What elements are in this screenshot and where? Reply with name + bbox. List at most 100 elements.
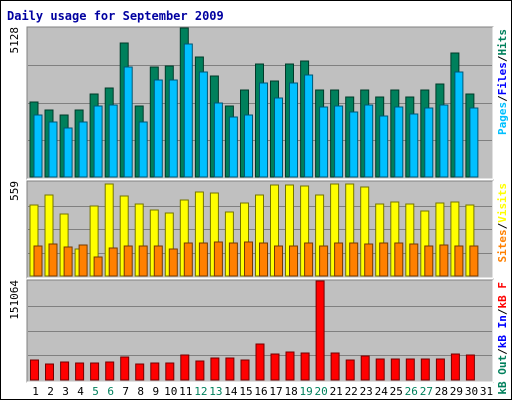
bar: [93, 105, 103, 178]
bar: [108, 247, 118, 277]
x-tick-label: 24: [375, 385, 389, 398]
right-legend: Sites/Visits: [496, 183, 509, 263]
bar: [60, 361, 70, 381]
legend-entry: kB Out: [496, 355, 509, 395]
bar: [304, 242, 314, 277]
x-tick-label: 4: [77, 385, 84, 398]
bar: [420, 358, 430, 381]
bar: [319, 245, 329, 277]
legend-entry: /: [496, 222, 509, 229]
x-tick-label: 15: [239, 385, 252, 398]
y-axis-max-label: 5128: [8, 27, 21, 54]
bar: [259, 82, 268, 178]
bar: [270, 353, 280, 381]
bar: [213, 241, 223, 277]
chart-panels: 5128Pages/Files/Hits559Sites/Visits15106…: [8, 26, 509, 395]
bar: [345, 359, 355, 381]
bar: [138, 121, 148, 178]
x-tick-label: 5: [92, 385, 99, 398]
bar: [90, 362, 100, 381]
bar: [394, 242, 404, 277]
bar: [364, 243, 374, 277]
x-tick-label: 25: [390, 385, 403, 398]
bar: [33, 245, 43, 277]
x-tick-label: 20: [314, 385, 327, 398]
bar: [379, 242, 389, 277]
x-tick-label: 30: [465, 385, 478, 398]
bar: [123, 66, 133, 178]
bar: [360, 355, 370, 381]
bar: [349, 242, 359, 277]
x-tick-label: 31: [480, 385, 493, 398]
right-legend: Pages/Files/Hits: [496, 29, 509, 135]
bar: [168, 248, 178, 277]
bar: [334, 242, 344, 277]
y-axis-max-label: 151064: [8, 280, 21, 320]
bar: [153, 245, 163, 277]
bar: [63, 127, 73, 178]
series-sites: [33, 241, 479, 277]
x-tick-label: 29: [450, 385, 463, 398]
bar: [108, 104, 118, 178]
bar: [225, 357, 235, 381]
series-kb-f: [30, 280, 475, 381]
bar: [210, 357, 220, 381]
panel-visits-sites: 559 Sites/Visits: [8, 180, 509, 279]
chart-title: Daily usage for September 2009: [7, 9, 224, 23]
bar: [409, 243, 419, 277]
bar: [180, 354, 190, 381]
bar: [213, 102, 223, 178]
legend-entry: Sites: [496, 229, 509, 262]
bar: [300, 352, 310, 381]
bar: [454, 245, 464, 277]
bar: [439, 244, 449, 277]
x-tick-label: 28: [435, 385, 448, 398]
bar: [375, 358, 385, 381]
legend-entry: /: [496, 348, 509, 355]
bar: [450, 353, 460, 381]
bar: [390, 358, 400, 381]
bar: [465, 354, 475, 381]
x-tick-label: 6: [107, 385, 114, 398]
bar: [123, 245, 133, 277]
x-tick-label: 27: [420, 385, 433, 398]
bar: [45, 363, 54, 381]
bar: [138, 245, 148, 277]
bar: [198, 71, 208, 178]
legend-entry: kB In: [496, 315, 509, 348]
legend-entry: /: [496, 308, 509, 315]
bar: [63, 246, 73, 277]
x-tick-label: 23: [360, 385, 373, 398]
bar: [274, 245, 283, 277]
x-tick-label: 10: [164, 385, 177, 398]
bar: [424, 107, 434, 178]
bar: [469, 245, 479, 277]
bar: [379, 115, 389, 178]
x-tick-label: 17: [269, 385, 282, 398]
bar: [195, 360, 205, 381]
legend-entry: Files: [496, 62, 509, 95]
right-legend: kB Out/kB In/kB F: [496, 282, 509, 395]
y-axis-max-label: 559: [8, 181, 21, 201]
x-tick-label: 22: [345, 385, 358, 398]
bar: [165, 362, 175, 381]
legend-entry: Visits: [496, 183, 509, 223]
x-tick-label: 3: [62, 385, 69, 398]
bar: [289, 82, 298, 178]
bar: [33, 114, 43, 178]
bar: [409, 113, 419, 178]
bar: [424, 245, 434, 277]
x-tick-label: 11: [179, 385, 192, 398]
bar: [289, 245, 298, 277]
bar: [153, 79, 163, 178]
bar: [255, 343, 265, 381]
legend-entry: Pages: [496, 102, 509, 135]
x-tick-label: 7: [122, 385, 129, 398]
x-tick-label: 12: [194, 385, 207, 398]
x-tick-label: 13: [209, 385, 222, 398]
x-tick-label: 1: [32, 385, 39, 398]
bar: [78, 244, 88, 277]
x-tick-label: 26: [405, 385, 418, 398]
